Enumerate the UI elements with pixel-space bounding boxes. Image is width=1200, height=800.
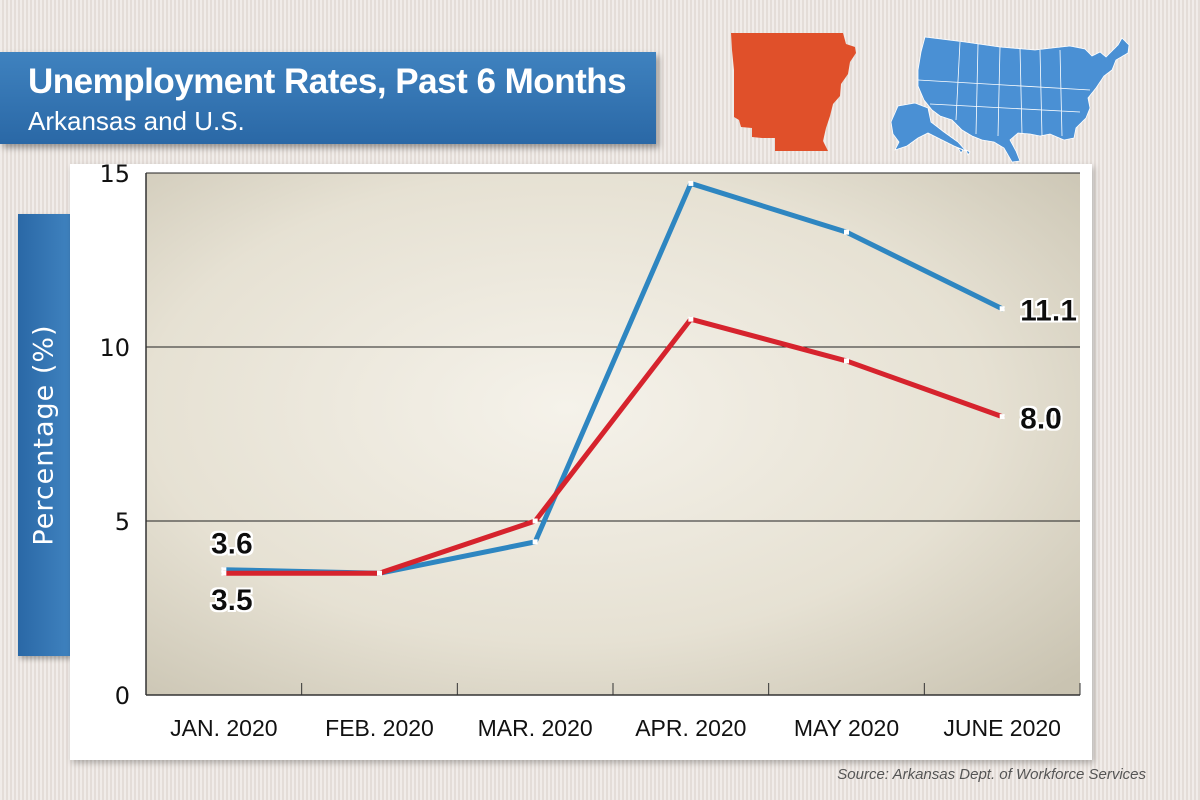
y-tick-label: 0 [115,682,130,710]
data-point [999,414,1005,420]
data-point [688,180,694,186]
arkansas-map-icon [731,33,856,151]
chart-subtitle: Arkansas and U.S. [28,106,245,136]
data-label: 11.1 [1020,295,1077,328]
data-point [844,229,849,235]
y-tick-label: 10 [99,334,130,362]
data-point [377,570,382,576]
data-point [221,570,227,576]
series-line-2 [221,316,1005,576]
x-tick-label: FEB. 2020 [325,715,434,741]
data-point [221,567,227,573]
source-note: Source: Arkansas Dept. of Workforce Serv… [837,766,1146,783]
plot-area [146,173,1080,695]
data-label: 8.0 [1020,403,1062,436]
x-tick-label: JUNE 2020 [943,715,1061,741]
ylabel-band [18,214,70,656]
title-banner: Unemployment Rates, Past 6 Months Arkans… [0,52,656,144]
x-tick-label: MAY 2020 [794,715,899,741]
x-tick-label: JAN. 2020 [170,715,277,741]
data-label: 3.5 [211,584,253,617]
y-tick-label: 15 [99,160,130,188]
data-point [532,518,538,524]
data-point [532,539,538,545]
x-tick-label: APR. 2020 [635,715,746,741]
data-point [999,306,1005,312]
x-tick-label: MAR. 2020 [478,715,593,741]
data-point [688,316,694,322]
y-tick-label: 5 [115,508,130,536]
data-point [844,358,849,364]
chart-title: Unemployment Rates, Past 6 Months [28,62,627,101]
us-map-icon [890,36,1130,163]
data-label: 3.6 [211,528,253,561]
map-graphics [731,33,1130,163]
